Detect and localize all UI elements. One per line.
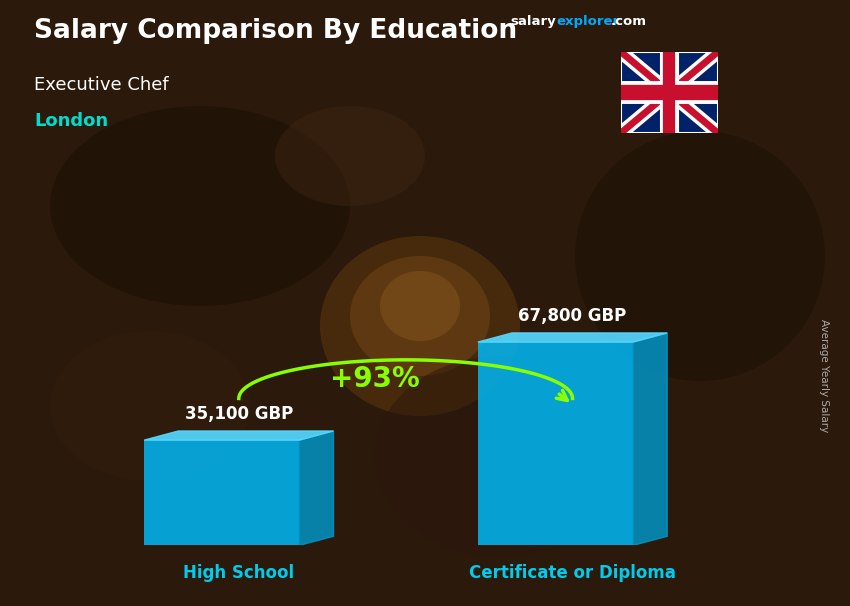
Ellipse shape xyxy=(375,356,625,556)
Polygon shape xyxy=(633,333,667,545)
Text: Certificate or Diploma: Certificate or Diploma xyxy=(469,564,676,582)
Ellipse shape xyxy=(275,106,425,206)
Text: Executive Chef: Executive Chef xyxy=(34,76,168,94)
Ellipse shape xyxy=(350,256,490,376)
Text: salary: salary xyxy=(510,15,556,28)
Text: Salary Comparison By Education: Salary Comparison By Education xyxy=(34,18,517,44)
Polygon shape xyxy=(144,431,333,440)
Bar xyxy=(478,342,633,545)
Polygon shape xyxy=(299,431,333,545)
Bar xyxy=(144,440,299,545)
Ellipse shape xyxy=(50,331,250,481)
Ellipse shape xyxy=(320,236,520,416)
Text: .com: .com xyxy=(610,15,646,28)
Text: London: London xyxy=(34,112,108,130)
Text: 35,100 GBP: 35,100 GBP xyxy=(184,405,293,423)
Text: High School: High School xyxy=(184,564,294,582)
Text: explorer: explorer xyxy=(557,15,620,28)
Polygon shape xyxy=(478,333,667,342)
Ellipse shape xyxy=(575,131,825,381)
Text: Average Yearly Salary: Average Yearly Salary xyxy=(819,319,829,432)
Ellipse shape xyxy=(380,271,460,341)
Text: +93%: +93% xyxy=(330,365,420,393)
Ellipse shape xyxy=(50,106,350,306)
Text: 67,800 GBP: 67,800 GBP xyxy=(518,307,626,325)
